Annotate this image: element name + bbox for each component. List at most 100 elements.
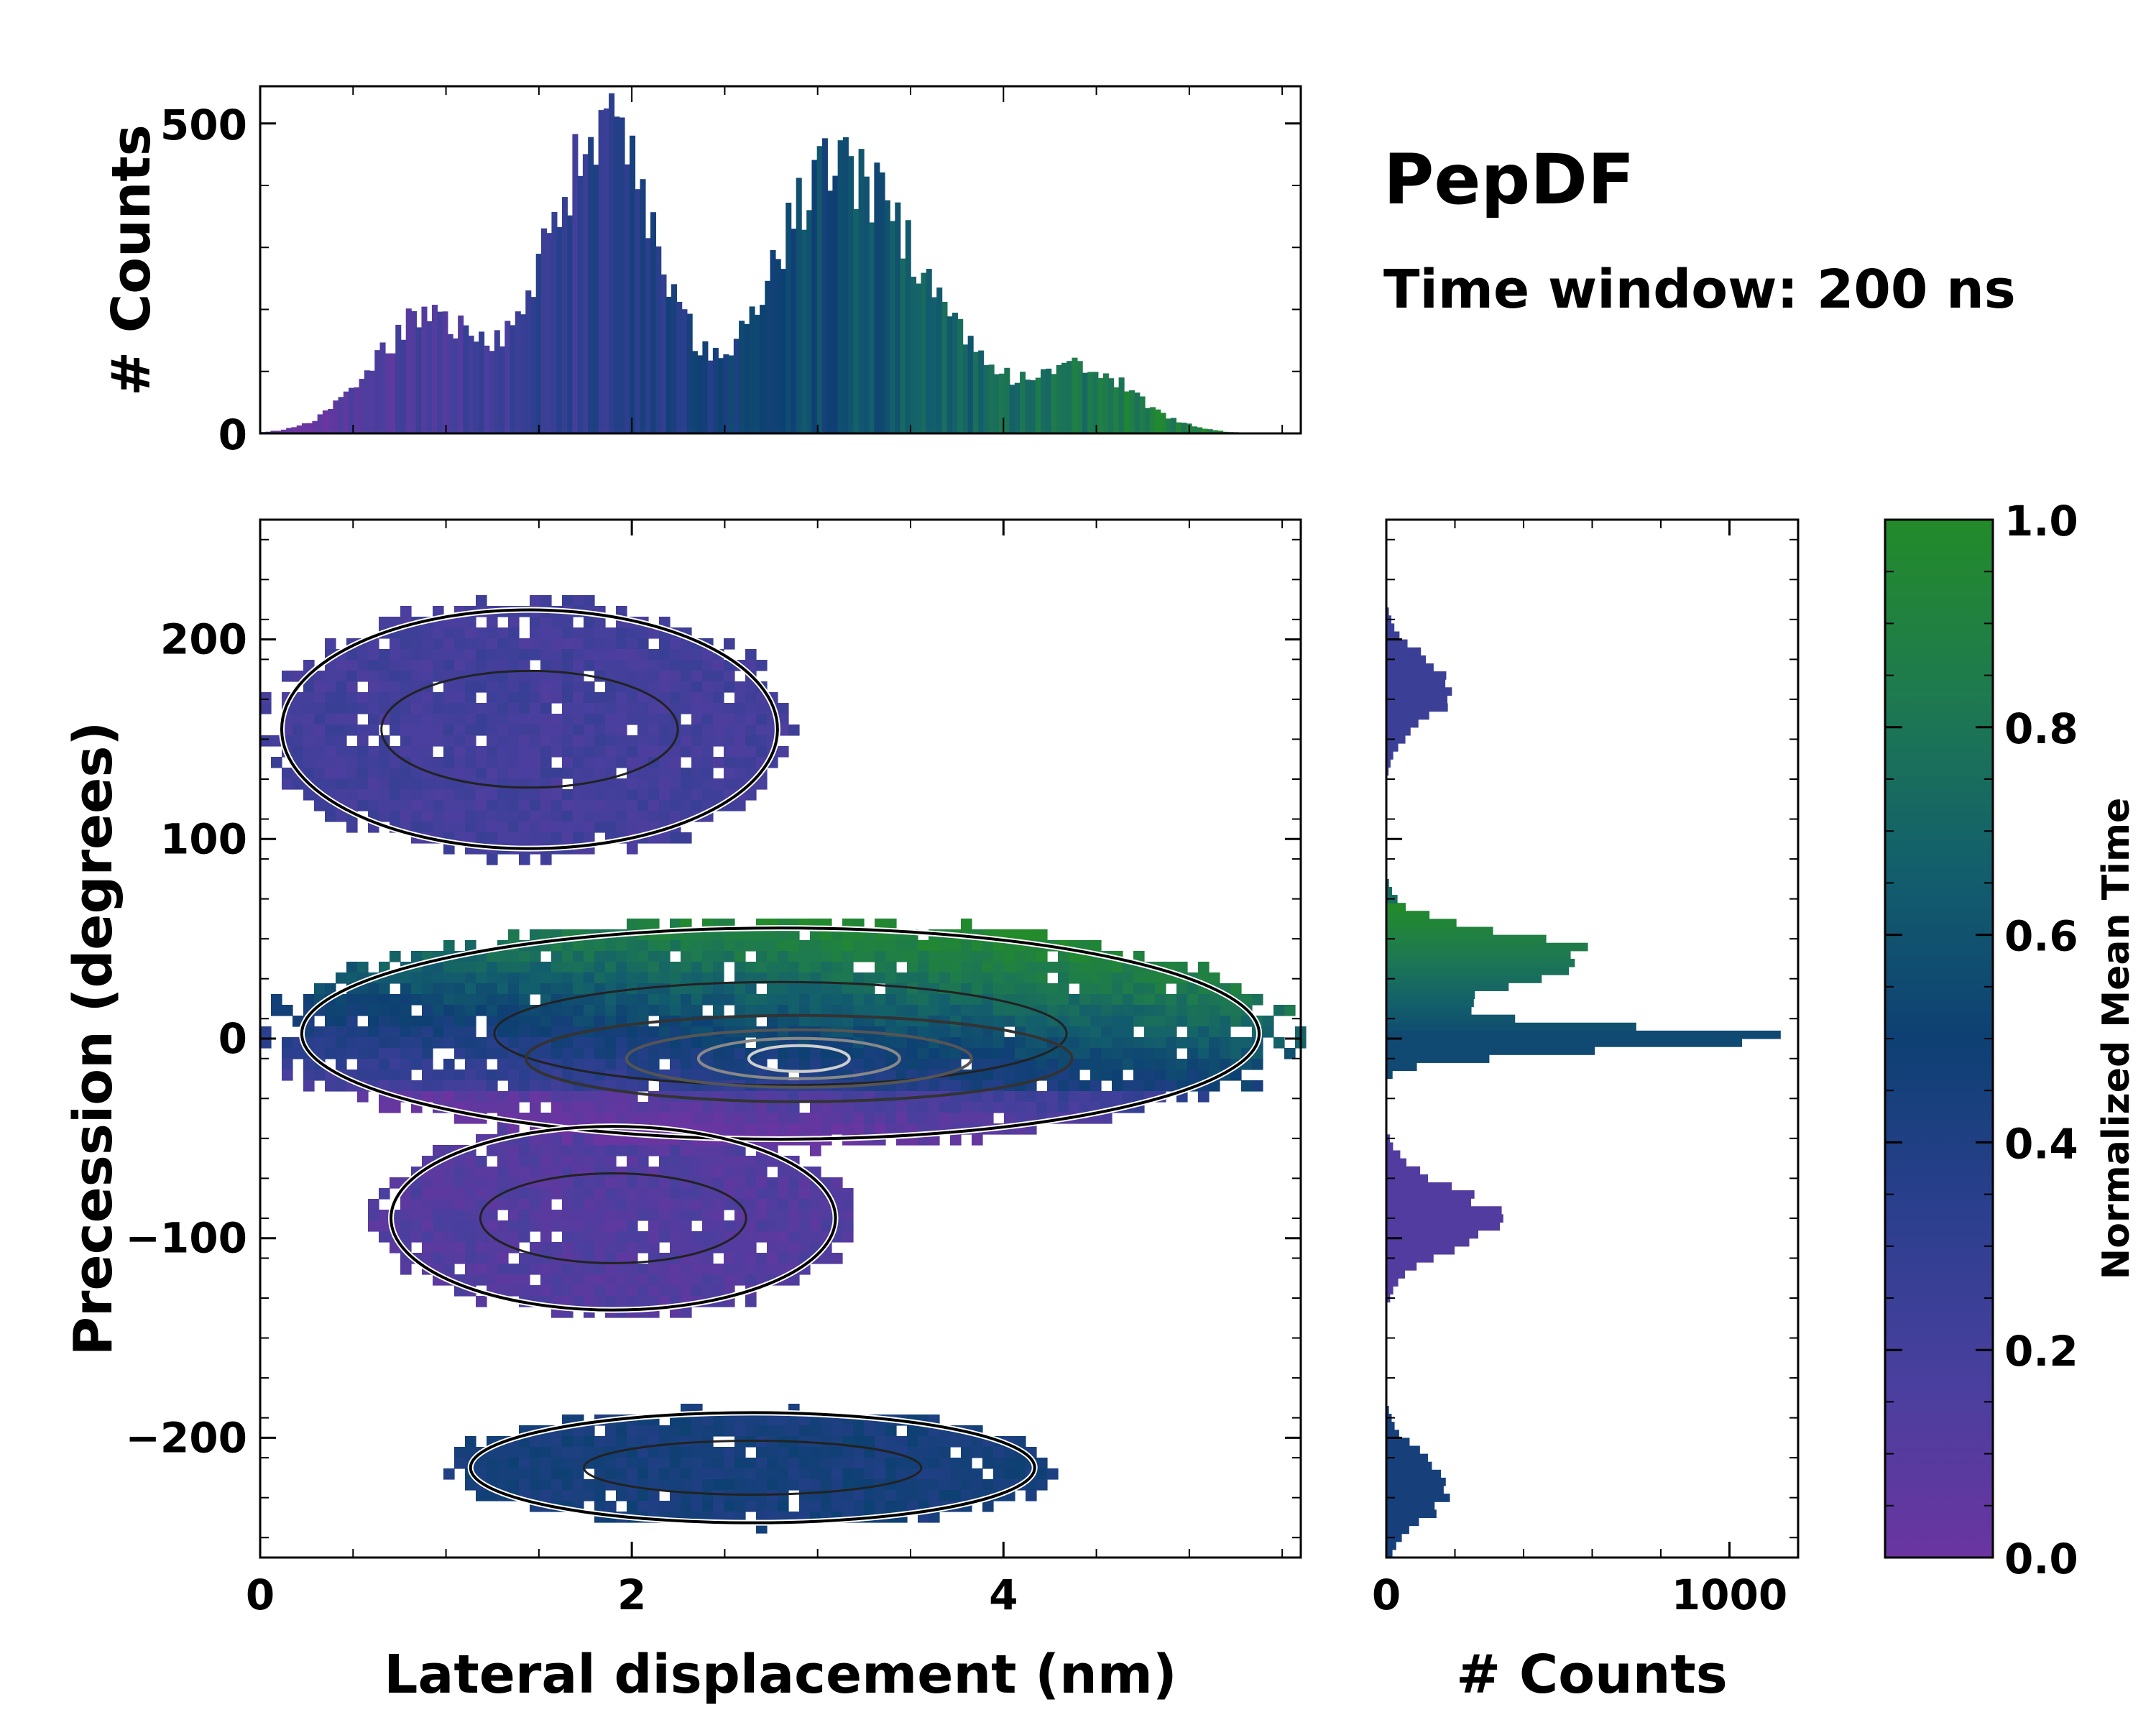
heatmap-cell [594,714,606,725]
heatmap-cell [767,1425,778,1437]
heatmap-cell [659,940,671,952]
heatmap-cell [605,746,617,758]
heatmap-cell [551,714,563,725]
top-histogram-bar [1171,418,1177,433]
heatmap-cell [907,962,918,973]
heatmap-cell [810,1425,821,1437]
top-histogram-bar [556,226,563,433]
heatmap-cell [605,1468,617,1480]
heatmap-cell [325,1026,336,1038]
heatmap-cell [368,994,379,1006]
heatmap-cell [627,811,638,822]
heatmap-cell [443,627,455,639]
heatmap-cell [530,929,541,941]
heatmap-cell [325,735,336,747]
top-histogram-bar [681,309,688,433]
heatmap-cell [422,703,433,714]
heatmap-cell [540,1447,552,1458]
heatmap-cell [433,649,444,661]
heatmap-cell [1069,951,1080,962]
heatmap-cell [637,789,649,801]
heatmap-cell [734,1425,746,1437]
heatmap-cell [325,746,336,758]
heatmap-cell [1112,972,1123,984]
heatmap-cell [637,627,649,639]
heatmap-cell [487,1091,498,1103]
right-histogram-bar [1386,1430,1399,1438]
heatmap-cell [756,746,768,758]
heatmap-cell [1101,1037,1112,1049]
heatmap-cell [540,671,552,682]
heatmap-cell [422,1080,433,1092]
heatmap-cell [508,1220,520,1232]
heatmap-cell [670,1285,681,1297]
heatmap-cell [540,1490,552,1501]
heatmap-cell [788,1220,800,1232]
heatmap-cell [734,1177,746,1189]
top-histogram-bar [520,314,527,433]
heatmap-cell [573,746,584,758]
heatmap-cell [745,681,757,693]
heatmap-cell [346,746,358,758]
heatmap-cell [724,1220,735,1232]
top-histogram-bar [609,93,615,433]
heatmap-cell [637,660,649,671]
heatmap-cell [810,1479,821,1491]
heatmap-cell [368,1048,379,1059]
heatmap-cell [443,692,455,704]
top-histogram-bar [1014,382,1021,433]
heatmap-cell [497,1479,509,1491]
heatmap-cell [756,724,768,736]
heatmap-cell [875,1048,886,1059]
heatmap-cell [950,1479,962,1491]
heatmap-cell [303,735,315,747]
heatmap-cell [605,1156,617,1167]
heatmap-cell [1123,1026,1134,1038]
heatmap-cell [778,1005,789,1016]
heatmap-cell [659,735,671,747]
heatmap-cell [487,854,498,865]
heatmap-cell [885,919,897,930]
heatmap-cell [390,1026,401,1038]
heatmap-cell [659,1210,671,1221]
heatmap-cell [767,1468,778,1480]
heatmap-cell [497,757,509,768]
heatmap-cell [659,778,671,790]
heatmap-cell [551,1145,563,1156]
heatmap-cell [907,1016,918,1027]
heatmap-cell [314,703,326,714]
heatmap-cell [584,627,595,639]
heatmap-cell [724,1167,735,1178]
heatmap-cell [573,692,584,704]
heatmap-cell [1079,1080,1091,1092]
heatmap-cell [530,627,541,639]
heatmap-cell [594,692,606,704]
heatmap-cell [551,832,563,844]
top-histogram-bar [816,146,823,433]
top-histogram-bar [369,370,376,433]
heatmap-cell [691,1167,703,1178]
heatmap-cell [411,1220,423,1232]
heatmap-cell [368,746,379,758]
heatmap-cell [810,962,821,973]
heatmap-cell [519,1447,530,1458]
heatmap-cell [476,962,487,973]
heatmap-cell [993,972,1005,984]
heatmap-cell [465,724,476,736]
heatmap-cell [637,746,649,758]
heatmap-cell [713,735,724,747]
heatmap-cell [831,1447,843,1458]
heatmap-cell [433,994,444,1006]
heatmap-cell [562,1145,573,1156]
heatmap-cell [573,1436,584,1448]
heatmap-cell [508,1274,520,1286]
heatmap-cell [756,1156,768,1167]
heatmap-cell [465,1199,476,1210]
heatmap-cell [788,951,800,962]
heatmap-cell [810,983,821,995]
heatmap-cell [810,1199,821,1210]
top-histogram-bar [286,428,292,433]
heatmap-cell [508,1156,520,1167]
heatmap-cell [1133,994,1145,1006]
